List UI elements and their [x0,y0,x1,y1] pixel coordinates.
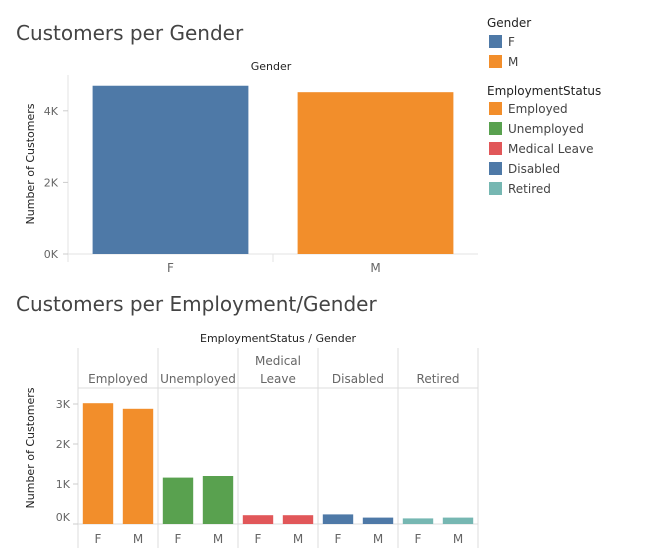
chart2-x-label-F: F [415,532,422,546]
legend-label-disabled[interactable]: Disabled [508,162,560,176]
chart1-x-label-F: F [167,261,174,275]
chart2-y-tick-label: 0K [56,511,71,524]
legend-swatch-M[interactable] [489,55,502,68]
bar-disabled-F[interactable] [322,514,354,524]
legend-label-M[interactable]: M [508,55,518,69]
chart2-group-header: Employed [88,372,148,386]
chart2-group-header: Leave [260,372,296,386]
chart2-column-header: EmploymentStatus / Gender [200,332,356,345]
chart2-x-label-F: F [95,532,102,546]
chart2-title: Customers per Employment/Gender [16,292,377,316]
bar-retired-F[interactable] [402,518,434,524]
chart2-y-ticks: 0K 1K 2K 3K [56,398,78,525]
bar-disabled-M[interactable] [362,517,394,524]
chart2-group-header: Retired [417,372,460,386]
bar-retired-M[interactable] [442,517,474,524]
legend-label-unemployed[interactable]: Unemployed [508,122,584,136]
legend-label-F[interactable]: F [508,35,515,49]
bar-unemployed-F[interactable] [162,477,194,524]
chart2-x-label-M: M [213,532,223,546]
legend-swatch-F[interactable] [489,35,502,48]
chart1-y-tick-label: 2K [44,176,59,189]
chart1-bars [92,85,454,255]
chart2-group-header: Medical [255,354,301,368]
chart2-y-tick-label: 1K [56,478,71,491]
bar-unemployed-M[interactable] [202,476,234,524]
chart2-x-label-M: M [133,532,143,546]
chart2-x-label-F: F [175,532,182,546]
chart1-y-tick-label: 0K [44,248,59,261]
chart2-group-headers: Employed Unemployed Medical Leave Disabled Re… [88,354,459,386]
chart2-y-tick-label: 2K [56,438,71,451]
bar-gender-M[interactable] [297,92,454,255]
bar-gender-F[interactable] [92,85,249,255]
bar-employed-F[interactable] [82,403,114,524]
gender-legend: Gender FM [487,16,531,69]
employment-legend: EmploymentStatus Employed Unemployed Medic… [487,84,601,196]
chart2-y-tick-label: 3K [56,398,71,411]
chart2-y-axis-title: Number of Customers [24,387,37,508]
legend-label-retired[interactable]: Retired [508,182,551,196]
legend-swatch-medical-leave[interactable] [489,142,502,155]
chart2-x-label-F: F [255,532,262,546]
chart1-y-axis-title: Number of Customers [24,103,37,224]
bar-medical-leave-F[interactable] [242,515,274,524]
chart2-x-label-M: M [453,532,463,546]
chart2-group-header: Disabled [332,372,384,386]
legend-label-medical-leave[interactable]: Medical Leave [508,142,593,156]
legend-swatch-disabled[interactable] [489,162,502,175]
chart2-x-label-M: M [293,532,303,546]
chart1-y-ticks: 0K 2K 4K [44,105,68,261]
legend-swatch-employed[interactable] [489,102,502,115]
gender-legend-title: Gender [487,16,531,30]
chart1-title: Customers per Gender [16,21,244,45]
bar-medical-leave-M[interactable] [282,515,314,524]
bar-employed-M[interactable] [122,408,154,524]
chart2-x-label-M: M [373,532,383,546]
legend-label-employed[interactable]: Employed [508,102,568,116]
chart1-column-header: Gender [251,60,292,73]
chart1-x-label-M: M [370,261,380,275]
chart2-group-header: Unemployed [160,372,236,386]
employment-legend-title: EmploymentStatus [487,84,601,98]
chart2-bars [82,403,474,524]
chart1-y-tick-label: 4K [44,105,59,118]
legend-swatch-retired[interactable] [489,182,502,195]
legend-swatch-unemployed[interactable] [489,122,502,135]
chart2-x-label-F: F [335,532,342,546]
